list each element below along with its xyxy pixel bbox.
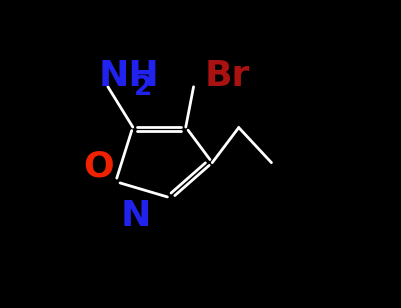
- Text: NH: NH: [98, 59, 159, 93]
- Text: 2: 2: [134, 75, 152, 101]
- Text: O: O: [83, 149, 113, 183]
- Text: Br: Br: [204, 59, 249, 93]
- Text: N: N: [120, 199, 151, 233]
